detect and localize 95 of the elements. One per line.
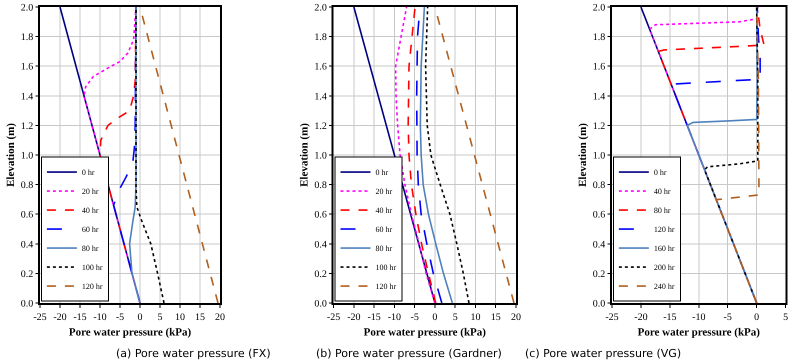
text: (b) Pore water pressure (Gardner) <box>316 347 502 360</box>
x-tick-label: 10 <box>470 312 480 323</box>
y-tick-label: 1.6 <box>314 62 327 73</box>
legend-label: 60 hr <box>82 225 99 234</box>
y-tick-label: 0.6 <box>20 210 34 221</box>
line-series <box>420 7 454 303</box>
legend-label: 240 hr <box>654 282 675 292</box>
line-series <box>394 7 436 303</box>
x-tick-label: 10 <box>175 312 185 323</box>
x-tick-label: -10 <box>388 312 402 323</box>
y-tick-label: 0.4 <box>20 239 34 250</box>
x-tick-label: 20 <box>215 312 225 323</box>
x-axis-title: Pore water pressure (kPa) <box>638 326 760 338</box>
x-axis-title: Pore water pressure (kPa) <box>68 326 192 338</box>
y-tick-label: 0.2 <box>20 268 34 280</box>
y-tick-label: 0.4 <box>592 239 606 250</box>
x-tick-label: 5 <box>452 312 458 323</box>
legend-label: 0 hr <box>376 168 389 178</box>
y-tick-label: 1.0 <box>20 150 34 162</box>
x-tick-label: 15 <box>195 312 205 323</box>
y-tick-label: 0.8 <box>314 180 327 192</box>
text: (c) Pore water pressure (VG) <box>525 347 682 360</box>
y-tick-label: 0.2 <box>314 268 327 280</box>
x-tick-label: -15 <box>367 312 381 323</box>
y-tick-label: 0.6 <box>314 210 327 221</box>
legend-label: 0 hr <box>654 168 667 178</box>
y-tick-label: 1.8 <box>592 32 606 44</box>
y-tick-label: 0.6 <box>592 210 606 221</box>
y-tick-label: 0.0 <box>592 298 606 310</box>
y-tick-label: 1.8 <box>314 32 327 44</box>
y-tick-label: 1.4 <box>592 91 606 102</box>
line-series <box>128 7 141 303</box>
legend-label: 120 hr <box>654 225 675 234</box>
x-tick-label: -25 <box>33 312 47 323</box>
x-tick-label: -15 <box>73 312 87 323</box>
x-tick-label: 5 <box>783 312 788 323</box>
legend-label: 100 hr <box>376 263 397 272</box>
x-tick-label: -10 <box>93 312 107 323</box>
x-tick-label: -10 <box>692 312 706 323</box>
y-axis-title: Elevation (m) <box>4 122 17 187</box>
legend-label: 60 hr <box>376 225 393 234</box>
y-tick-label: 1.0 <box>592 150 606 162</box>
y-tick-label: 0.8 <box>20 180 34 192</box>
x-tick-label: -20 <box>53 312 67 323</box>
y-tick-label: 0.0 <box>314 298 327 310</box>
y-tick-label: 1.6 <box>592 62 606 73</box>
legend-label: 120 hr <box>376 282 397 292</box>
y-axis-title: Elevation (m) <box>576 122 589 187</box>
y-tick-label: 1.6 <box>20 62 34 73</box>
legend-label: 20 hr <box>82 187 99 196</box>
legend-label: 80 hr <box>82 244 99 254</box>
x-tick-label: -5 <box>410 312 419 323</box>
line-series <box>715 7 760 303</box>
legend-label: 120 hr <box>82 282 103 292</box>
legend-label: 80 hr <box>654 206 671 216</box>
legend-label: 80 hr <box>376 244 393 254</box>
legend-label: 40 hr <box>654 187 671 196</box>
y-tick-label: 0.4 <box>314 239 327 250</box>
legend-label: 40 hr <box>82 206 99 216</box>
text: (a) Pore water pressure (FX) <box>116 347 271 360</box>
x-tick-label: -20 <box>347 312 361 323</box>
legend-label: 40 hr <box>376 206 393 216</box>
legend-label: 0 hr <box>82 168 95 178</box>
x-tick-label: 0 <box>138 312 142 323</box>
y-axis-title: Elevation (m) <box>298 122 310 187</box>
x-tick-label: 0 <box>432 312 438 323</box>
x-tick-label: -15 <box>663 312 677 323</box>
x-tick-label: 20 <box>511 312 521 323</box>
y-tick-label: 1.8 <box>20 32 34 44</box>
line-series <box>407 7 437 303</box>
y-tick-label: 1.2 <box>20 120 34 132</box>
x-tick-label: -20 <box>634 312 648 323</box>
y-tick-label: 1.2 <box>314 120 327 132</box>
y-tick-label: 1.4 <box>314 91 327 102</box>
x-tick-label: 0 <box>754 312 760 323</box>
x-tick-label: 15 <box>490 312 501 323</box>
y-tick-label: 0.0 <box>20 298 34 310</box>
x-tick-label: -25 <box>326 312 340 323</box>
y-tick-label: 1.2 <box>592 120 606 132</box>
y-tick-label: 2.0 <box>314 2 327 14</box>
legend-label: 160 hr <box>654 244 675 254</box>
x-tick-label: 5 <box>158 312 162 323</box>
y-tick-label: 2.0 <box>20 2 34 14</box>
y-tick-label: 2.0 <box>592 2 606 14</box>
y-tick-label: 0.2 <box>592 268 606 280</box>
x-tick-label: -25 <box>605 312 619 323</box>
legend-label: 200 hr <box>654 263 675 272</box>
legend-label: 100 hr <box>82 263 103 272</box>
y-tick-label: 1.0 <box>314 150 327 162</box>
y-tick-label: 0.8 <box>592 180 606 192</box>
x-tick-label: -5 <box>116 312 124 323</box>
x-tick-label: -5 <box>724 312 732 323</box>
legend-label: 20 hr <box>376 187 393 196</box>
x-axis-title: Pore water pressure (kPa) <box>364 326 486 338</box>
y-tick-label: 1.4 <box>20 91 34 102</box>
